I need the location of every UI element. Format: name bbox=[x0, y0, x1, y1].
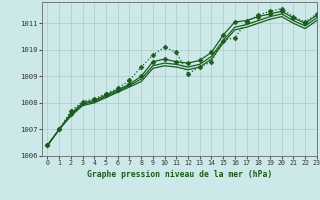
X-axis label: Graphe pression niveau de la mer (hPa): Graphe pression niveau de la mer (hPa) bbox=[87, 170, 272, 179]
